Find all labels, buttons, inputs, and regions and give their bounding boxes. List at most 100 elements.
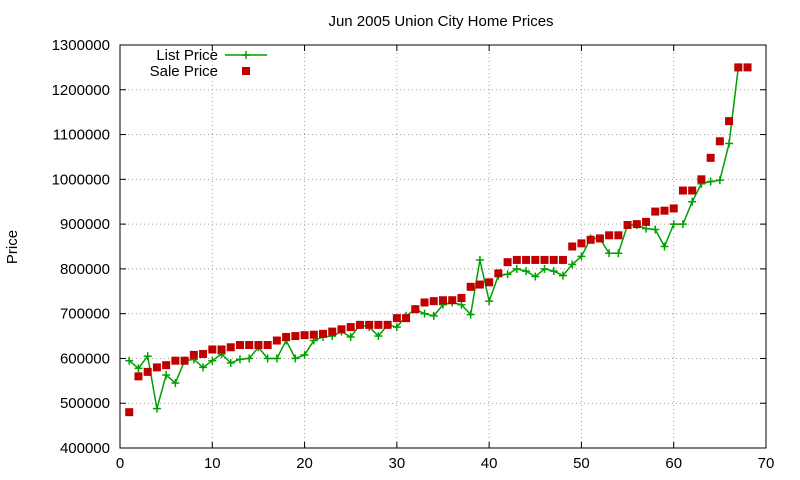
x-tick-label: 40 — [481, 455, 498, 472]
sale-price-point — [568, 242, 577, 251]
list-price-point — [346, 332, 355, 341]
sale-price-point — [549, 255, 558, 264]
list-price-point — [208, 356, 217, 365]
sale-price-point — [208, 345, 217, 354]
sale-price-point — [623, 221, 632, 230]
list-price-point — [725, 139, 734, 148]
chart-title: Jun 2005 Union City Home Prices — [328, 13, 553, 30]
x-tick-label: 0 — [116, 455, 124, 472]
sale-price-point — [651, 207, 660, 216]
y-tick-label: 600000 — [60, 350, 110, 367]
list-price-point — [226, 358, 235, 367]
sale-price-point — [272, 336, 281, 345]
list-price-point — [568, 260, 577, 269]
sale-price-point — [180, 356, 189, 365]
list-price-point — [134, 364, 143, 373]
list-price-point — [263, 354, 272, 363]
list-price-point — [651, 225, 660, 234]
list-price-point — [558, 271, 567, 280]
list-price-point — [715, 176, 724, 185]
x-tick-label: 30 — [389, 455, 406, 472]
y-tick-label: 1200000 — [52, 82, 110, 99]
sale-price-point — [291, 332, 300, 341]
sale-price-point — [300, 331, 309, 340]
sale-price-point — [439, 296, 447, 305]
list-price-point — [678, 220, 687, 229]
sale-price-point — [660, 206, 669, 215]
sale-price-point — [466, 282, 475, 291]
list-price-point — [512, 264, 521, 273]
list-price-point — [171, 379, 180, 388]
x-tick-labels: 0 10 20 30 40 50 60 70 — [116, 455, 775, 472]
sale-price-point — [725, 117, 734, 126]
list-price-point — [392, 323, 401, 332]
list-price-point — [300, 350, 309, 359]
sale-price-point — [429, 297, 438, 306]
y-tick-label: 800000 — [60, 261, 110, 278]
y-tick-label: 500000 — [60, 395, 110, 412]
list-price-point — [162, 371, 171, 380]
series-sale-price — [125, 63, 752, 417]
list-price-point — [429, 311, 438, 320]
list-price-point — [235, 355, 244, 364]
y-tick-label: 400000 — [60, 440, 110, 457]
sale-price-point — [374, 320, 383, 329]
legend-marker — [242, 51, 250, 59]
legend-item-sale-price: Sale Price — [150, 63, 250, 80]
sale-price-point — [217, 345, 226, 354]
sale-price-point — [199, 349, 208, 358]
list-price-point — [642, 224, 651, 233]
list-price-point — [475, 255, 484, 264]
list-price-point — [272, 354, 281, 363]
sale-price-point — [411, 305, 420, 314]
sale-price-point — [632, 220, 641, 229]
sale-price-point — [577, 239, 586, 248]
y-axis-label: Price — [4, 230, 21, 264]
y-tick-labels: 400000 500000 600000 700000 800000 900000 1000… — [52, 37, 110, 457]
sale-price-point — [448, 296, 457, 305]
sale-price-point — [586, 235, 595, 244]
list-price-point — [457, 300, 466, 309]
sale-price-point — [503, 258, 512, 267]
sale-price-point — [392, 314, 401, 323]
sale-price-point — [697, 175, 706, 184]
list-price-point — [485, 297, 494, 306]
y-tick-label: 700000 — [60, 306, 110, 323]
sale-price-point — [309, 330, 318, 339]
sale-price-point — [254, 341, 263, 350]
list-price-point — [706, 177, 715, 186]
sale-price-point — [457, 293, 466, 302]
sale-price-point — [706, 153, 715, 162]
sale-price-point — [337, 325, 346, 334]
y-tick-label: 1300000 — [52, 37, 110, 54]
list-price-point — [466, 310, 475, 319]
sale-price-point — [226, 343, 235, 352]
sale-price-point — [475, 280, 484, 289]
list-price-point — [577, 252, 586, 261]
legend-label: List Price — [156, 47, 218, 64]
sale-price-point — [319, 329, 328, 338]
sale-price-point — [688, 186, 697, 195]
list-price-point — [540, 264, 549, 273]
sale-price-point — [642, 217, 651, 226]
sale-price-point — [171, 356, 180, 365]
sale-price-point — [143, 367, 152, 376]
x-tick-label: 50 — [573, 455, 590, 472]
legend-label: Sale Price — [150, 63, 218, 80]
sale-price-point — [715, 137, 724, 146]
sale-price-point — [383, 320, 392, 329]
sale-price-point — [669, 204, 678, 213]
list-price-point — [503, 270, 512, 279]
y-tick-label: 900000 — [60, 216, 110, 233]
list-price-point — [420, 309, 429, 318]
sale-price-point — [346, 323, 355, 332]
list-price-point — [669, 220, 678, 229]
sale-price-point — [125, 408, 134, 417]
y-tick-label: 1100000 — [53, 127, 110, 144]
list-price-point — [245, 354, 254, 363]
sale-price-point — [263, 341, 272, 350]
sale-price-point — [605, 231, 614, 240]
y-tick-label: 1000000 — [52, 171, 110, 188]
